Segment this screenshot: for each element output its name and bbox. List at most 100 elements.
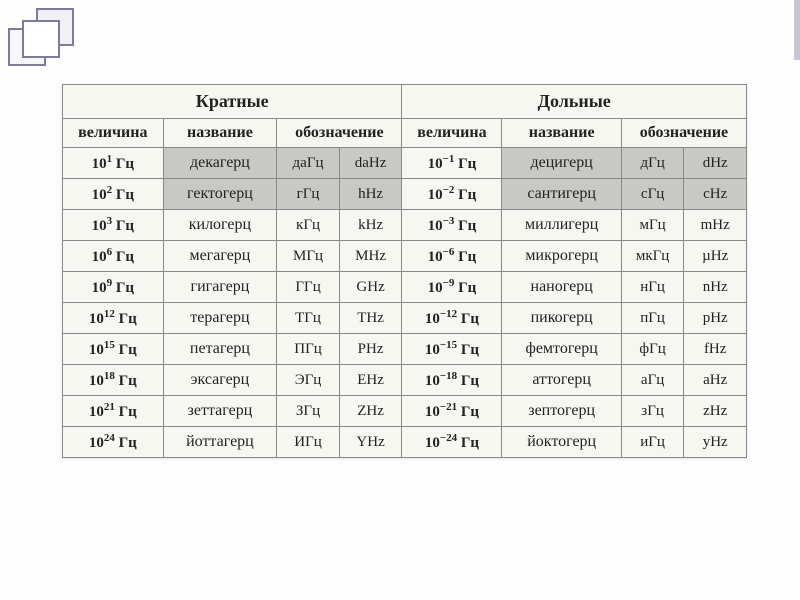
name-cell: зептогерц	[502, 396, 621, 427]
table-row: 109 ГцгигагерцГГцGHz10−9 ГцнаногерцнГцnH…	[63, 272, 747, 303]
name-cell: наногерц	[502, 272, 621, 303]
name-cell: килогерц	[163, 210, 277, 241]
col-magnitude-right: величина	[402, 119, 502, 148]
col-name-right: название	[502, 119, 621, 148]
name-cell: децигерц	[502, 148, 621, 179]
abbr-ru-cell: даГц	[277, 148, 340, 179]
magnitude-cell: 1012 Гц	[63, 303, 163, 334]
name-cell: эксагерц	[163, 365, 277, 396]
name-cell: йоттагерц	[163, 427, 277, 458]
decorative-bar	[794, 0, 800, 60]
multiples-header: Кратные	[63, 85, 402, 119]
magnitude-cell: 109 Гц	[63, 272, 163, 303]
abbr-en-cell: hHz	[339, 179, 402, 210]
magnitude-cell: 1024 Гц	[63, 427, 163, 458]
magnitude-cell: 10−18 Гц	[402, 365, 502, 396]
abbr-ru-cell: мГц	[621, 210, 684, 241]
name-cell: аттогерц	[502, 365, 621, 396]
abbr-en-cell: dHz	[684, 148, 747, 179]
magnitude-cell: 101 Гц	[63, 148, 163, 179]
magnitude-cell: 102 Гц	[63, 179, 163, 210]
name-cell: микрогерц	[502, 241, 621, 272]
col-designation-left: обозначение	[277, 119, 402, 148]
table-row: 1012 ГцтерагерцТГцTHz10−12 ГцпикогерцпГц…	[63, 303, 747, 334]
abbr-ru-cell: сГц	[621, 179, 684, 210]
magnitude-cell: 10−15 Гц	[402, 334, 502, 365]
abbr-ru-cell: нГц	[621, 272, 684, 303]
abbr-en-cell: THz	[339, 303, 402, 334]
submultiples-header: Дольные	[402, 85, 747, 119]
name-cell: декагерц	[163, 148, 277, 179]
magnitude-cell: 10−24 Гц	[402, 427, 502, 458]
abbr-ru-cell: аГц	[621, 365, 684, 396]
magnitude-cell: 10−2 Гц	[402, 179, 502, 210]
abbr-en-cell: pHz	[684, 303, 747, 334]
abbr-ru-cell: ПГц	[277, 334, 340, 365]
abbr-en-cell: mHz	[684, 210, 747, 241]
abbr-en-cell: GHz	[339, 272, 402, 303]
abbr-ru-cell: МГц	[277, 241, 340, 272]
abbr-ru-cell: ГГц	[277, 272, 340, 303]
name-cell: гектогерц	[163, 179, 277, 210]
abbr-en-cell: zHz	[684, 396, 747, 427]
abbr-ru-cell: дГц	[621, 148, 684, 179]
abbr-en-cell: ZHz	[339, 396, 402, 427]
magnitude-cell: 10−21 Гц	[402, 396, 502, 427]
table-row: 103 ГцкилогерцкГцkHz10−3 ГцмиллигерцмГцm…	[63, 210, 747, 241]
magnitude-cell: 1015 Гц	[63, 334, 163, 365]
abbr-ru-cell: гГц	[277, 179, 340, 210]
table-body: 101 ГцдекагерцдаГцdaHz10−1 ГцдецигерцдГц…	[63, 148, 747, 458]
col-magnitude-left: величина	[63, 119, 163, 148]
table-row: 106 ГцмегагерцМГцMHz10−6 ГцмикрогерцмкГц…	[63, 241, 747, 272]
abbr-ru-cell: пГц	[621, 303, 684, 334]
abbr-en-cell: cHz	[684, 179, 747, 210]
abbr-ru-cell: ЗГц	[277, 396, 340, 427]
magnitude-cell: 10−12 Гц	[402, 303, 502, 334]
abbr-en-cell: µHz	[684, 241, 747, 272]
name-cell: зеттагерц	[163, 396, 277, 427]
table-row: 1015 ГцпетагерцПГцPHz10−15 ГцфемтогерцфГ…	[63, 334, 747, 365]
table-row: 1024 ГцйоттагерцИГцYHz10−24 Гцйоктогерци…	[63, 427, 747, 458]
magnitude-cell: 10−6 Гц	[402, 241, 502, 272]
table-row: 1021 ГцзеттагерцЗГцZHz10−21 Гцзептогерцз…	[63, 396, 747, 427]
name-cell: мегагерц	[163, 241, 277, 272]
abbr-ru-cell: ТГц	[277, 303, 340, 334]
abbr-en-cell: kHz	[339, 210, 402, 241]
abbr-ru-cell: ИГц	[277, 427, 340, 458]
name-cell: миллигерц	[502, 210, 621, 241]
abbr-ru-cell: фГц	[621, 334, 684, 365]
magnitude-cell: 106 Гц	[63, 241, 163, 272]
column-header-row: величина название обозначение величина н…	[63, 119, 747, 148]
abbr-ru-cell: ЭГц	[277, 365, 340, 396]
col-name-left: название	[163, 119, 277, 148]
prefixes-table-wrap: Кратные Дольные величина название обозна…	[62, 84, 747, 458]
abbr-en-cell: MHz	[339, 241, 402, 272]
abbr-ru-cell: мкГц	[621, 241, 684, 272]
abbr-en-cell: aHz	[684, 365, 747, 396]
prefixes-table: Кратные Дольные величина название обозна…	[63, 85, 747, 458]
name-cell: йоктогерц	[502, 427, 621, 458]
name-cell: фемтогерц	[502, 334, 621, 365]
magnitude-cell: 1018 Гц	[63, 365, 163, 396]
abbr-ru-cell: кГц	[277, 210, 340, 241]
name-cell: сантигерц	[502, 179, 621, 210]
col-designation-right: обозначение	[621, 119, 746, 148]
table-row: 1018 ГцэксагерцЭГцEHz10−18 ГцаттогерцаГц…	[63, 365, 747, 396]
abbr-en-cell: EHz	[339, 365, 402, 396]
abbr-en-cell: PHz	[339, 334, 402, 365]
abbr-en-cell: yHz	[684, 427, 747, 458]
abbr-en-cell: nHz	[684, 272, 747, 303]
magnitude-cell: 10−9 Гц	[402, 272, 502, 303]
abbr-en-cell: YHz	[339, 427, 402, 458]
abbr-ru-cell: иГц	[621, 427, 684, 458]
group-header-row: Кратные Дольные	[63, 85, 747, 119]
abbr-en-cell: daHz	[339, 148, 402, 179]
name-cell: терагерц	[163, 303, 277, 334]
magnitude-cell: 10−3 Гц	[402, 210, 502, 241]
name-cell: гигагерц	[163, 272, 277, 303]
table-row: 102 ГцгектогерцгГцhHz10−2 ГцсантигерцсГц…	[63, 179, 747, 210]
table-row: 101 ГцдекагерцдаГцdaHz10−1 ГцдецигерцдГц…	[63, 148, 747, 179]
magnitude-cell: 10−1 Гц	[402, 148, 502, 179]
abbr-ru-cell: зГц	[621, 396, 684, 427]
name-cell: петагерц	[163, 334, 277, 365]
